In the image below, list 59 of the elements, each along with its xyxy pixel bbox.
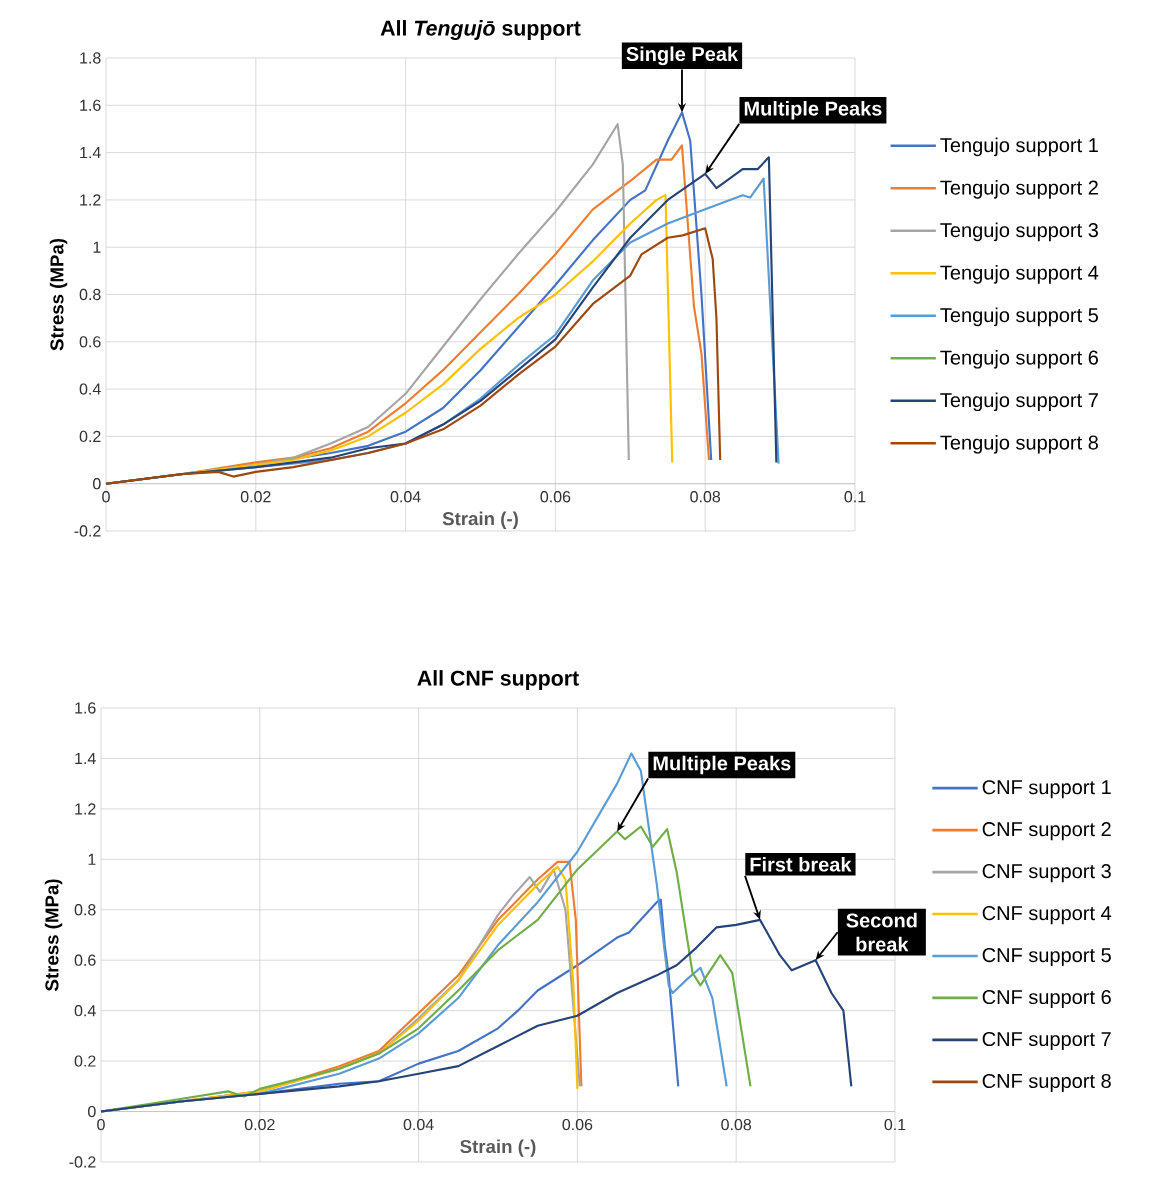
y-tick-label: -0.2 — [69, 1156, 96, 1168]
x-tick-label: 0.04 — [390, 491, 421, 503]
x-tick-label: 0.04 — [403, 1118, 434, 1131]
x-tick-label: 0.02 — [244, 1118, 275, 1131]
legend-label: CNF support 2 — [982, 822, 1111, 841]
y-tick-label: 1.4 — [80, 147, 101, 159]
y-tick-label: 0.8 — [74, 904, 96, 916]
legend-label: CNF support 4 — [982, 906, 1112, 925]
x-tick-label: 0.1 — [884, 1118, 906, 1131]
legend-label: CNF support 3 — [982, 864, 1111, 883]
annotation: Single Peak — [626, 46, 739, 66]
y-tick-label: 1.6 — [80, 99, 101, 111]
legend-label: Tengujo support 5 — [940, 307, 1099, 327]
x-tick-label: 0.02 — [240, 491, 271, 503]
legend-label: Tengujo support 4 — [940, 265, 1099, 284]
legend-label: Tengujo support 3 — [940, 222, 1098, 242]
chart-title: All CNF support — [417, 670, 579, 690]
y-tick-label: 0.4 — [74, 1005, 96, 1017]
legend-label: Tengujo support 7 — [940, 392, 1098, 412]
y-tick-label: 0.6 — [79, 336, 101, 348]
legend-label: CNF support 7 — [982, 1031, 1111, 1051]
x-tick-label: 0.1 — [844, 491, 866, 503]
annotation: Multiple Peaks — [744, 100, 882, 120]
legend-label: Tengujo support 2 — [940, 180, 1098, 199]
y-tick-label: 0.2 — [79, 430, 101, 443]
y-tick-label: 0.4 — [79, 383, 101, 395]
x-tick-label: 0.06 — [540, 491, 571, 503]
y-tick-label: 1.6 — [75, 702, 96, 714]
legend-label: Tengujo support 6 — [940, 349, 1098, 369]
y-tick-label: 1.8 — [80, 52, 101, 64]
y-tick-label: 1 — [93, 241, 101, 253]
legend-label: Tengujo support 1 — [940, 137, 1098, 157]
chart-title: All Tengujō support — [380, 20, 581, 40]
y-tick-label: 0 — [88, 1105, 96, 1118]
x-tick-label: 0.08 — [721, 1118, 752, 1131]
annotation: Multiple Peaks — [653, 755, 791, 775]
y-tick-label: 0.6 — [74, 954, 96, 966]
x-axis-title: Strain (-) — [460, 1139, 536, 1157]
legend-label: Tengujo support 8 — [940, 434, 1098, 454]
x-axis-title: Strain (-) — [442, 511, 518, 529]
legend-label: CNF support 8 — [982, 1073, 1111, 1092]
y-tick-label: 0.8 — [79, 288, 101, 301]
y-axis-title: Stress (MPa) — [44, 879, 63, 991]
y-tick-label: 0 — [93, 478, 101, 490]
x-tick-label: 0 — [102, 491, 110, 503]
x-tick-label: 0.08 — [690, 491, 721, 503]
y-tick-label: 1.2 — [80, 194, 101, 206]
y-tick-label: 1 — [88, 853, 96, 865]
legend-label: CNF support 5 — [982, 947, 1111, 967]
y-tick-label: 1.2 — [75, 803, 96, 815]
y-tick-label: 0.2 — [74, 1055, 96, 1067]
x-tick-label: 0.06 — [562, 1118, 593, 1131]
legend-label: CNF support 6 — [982, 989, 1111, 1009]
legend-label: CNF support 1 — [982, 780, 1111, 799]
y-axis-title: Stress (MPa) — [49, 238, 68, 351]
y-tick-label: -0.2 — [74, 525, 101, 537]
annotation: Second break — [846, 912, 917, 952]
y-tick-label: 1.4 — [75, 752, 96, 764]
annotation: First break — [750, 856, 852, 872]
